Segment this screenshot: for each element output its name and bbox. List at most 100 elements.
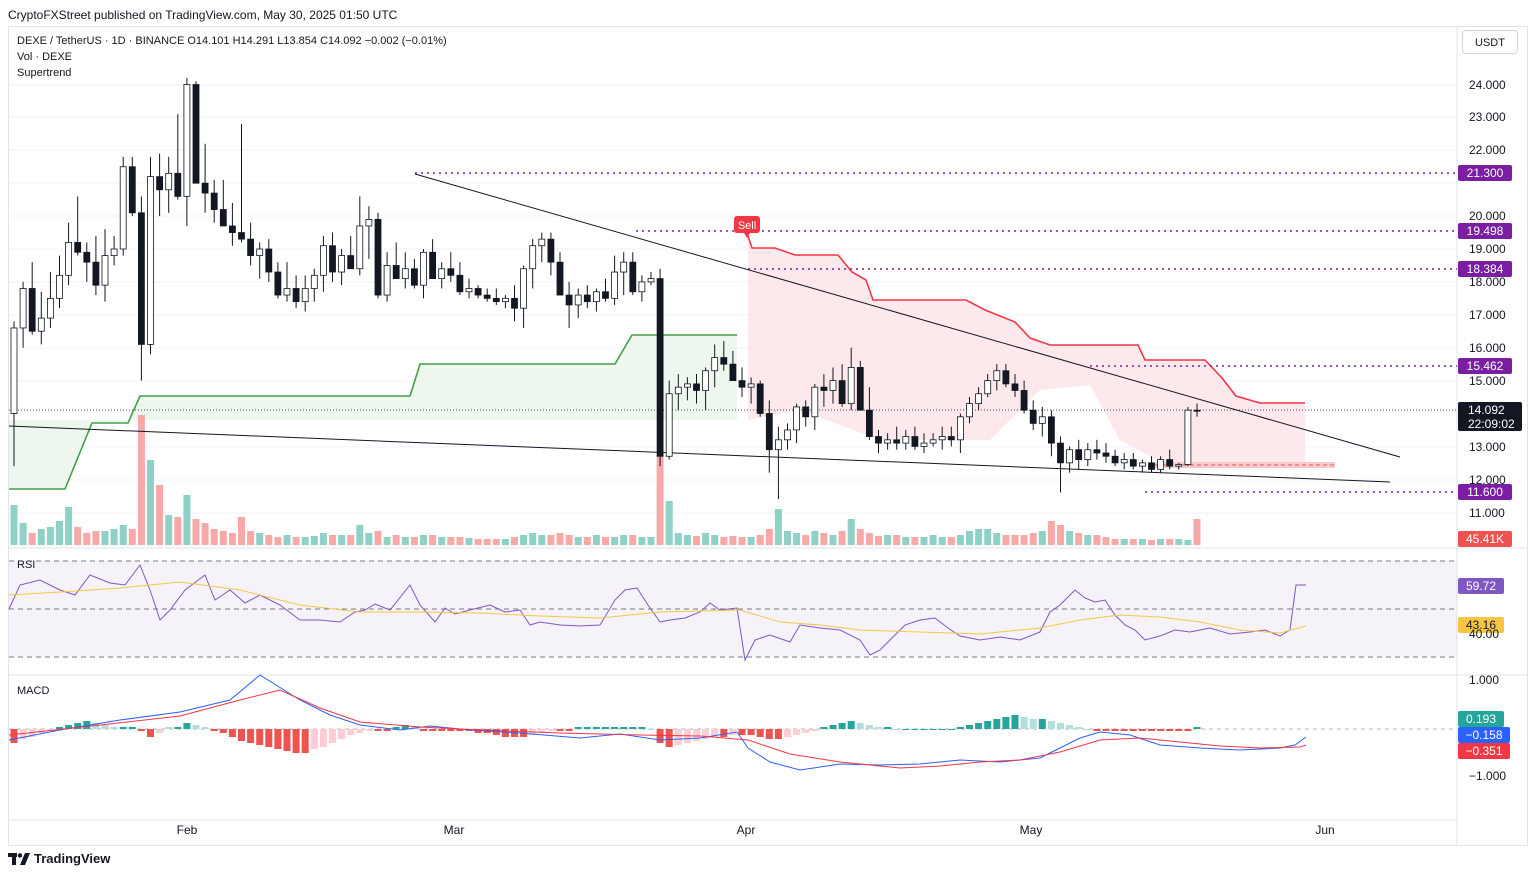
tradingview-logo-icon [8, 852, 30, 865]
candle-body [156, 176, 164, 191]
volume-bar [420, 535, 427, 545]
volume-bar [1029, 533, 1037, 545]
macd-histogram-bar [356, 729, 364, 733]
volume-bar [501, 539, 509, 545]
volume-bar [583, 537, 591, 545]
volume-bar [374, 531, 382, 545]
volume-bar [137, 415, 145, 545]
macd-histogram-bar [820, 727, 828, 729]
candle-body [620, 261, 628, 273]
volume-bar [829, 535, 837, 545]
volume-bar [219, 531, 227, 545]
chart-frame [8, 26, 1528, 846]
volume-bar [156, 485, 164, 545]
macd-histogram-bar [1057, 723, 1064, 729]
volume-bar [310, 536, 318, 545]
macd-histogram-bar [1093, 729, 1101, 731]
level-label-bg [1458, 165, 1512, 181]
macd-histogram-bar [756, 729, 764, 737]
candle-body [711, 357, 719, 372]
candle-body [165, 172, 173, 191]
volume-bar [1120, 539, 1128, 545]
candle-body [128, 166, 136, 214]
candle-body [219, 209, 227, 227]
macd-histogram-bar [301, 729, 309, 753]
candle-body [1184, 409, 1192, 465]
volume-bar [265, 535, 273, 545]
volume-bar [893, 535, 901, 545]
macd-histogram-bar [420, 729, 427, 731]
candle-body [593, 291, 600, 303]
rsi-ma-value: 43.16 [1466, 618, 1496, 632]
supertrend-legend[interactable]: Supertrend [17, 67, 72, 79]
volume-bar [456, 537, 464, 545]
macd-histogram-bar [629, 727, 637, 729]
candle-body [920, 442, 928, 447]
sell-signal-bg [734, 216, 760, 233]
candle-body [383, 265, 391, 296]
volume-bar [465, 538, 473, 545]
macd-histogram-bar [156, 729, 164, 733]
candle-body [420, 251, 427, 286]
candle-body [583, 294, 591, 303]
candle-body [784, 429, 791, 441]
volume-bar [875, 536, 882, 545]
volume-bar [611, 537, 619, 545]
macd-histogram-bar [392, 727, 400, 729]
volume-bar [784, 531, 791, 545]
macd-histogram-bar [1138, 729, 1146, 731]
macd-histogram-bar [920, 729, 928, 730]
candle-body [802, 406, 810, 418]
macd-hist-value: 0.193 [1466, 712, 1496, 726]
candle-body [629, 261, 637, 293]
candle-body [511, 297, 518, 309]
macd-histogram-bar [674, 729, 682, 745]
volume-bar [711, 535, 719, 545]
level-label: 15.462 [1467, 359, 1504, 373]
candle-body [319, 245, 327, 276]
volume-bar [765, 529, 773, 545]
macd-histogram-bar [638, 727, 646, 729]
candle-body [975, 393, 982, 405]
candle-body [1048, 416, 1055, 444]
macd-histogram-bar [438, 729, 446, 731]
candle-body [483, 294, 491, 299]
macd-histogram-bar [274, 729, 282, 749]
macd-histogram-bar [929, 729, 937, 730]
candle-body [1148, 462, 1155, 470]
volume-bar [966, 531, 973, 545]
volume-bar [1184, 540, 1192, 545]
volume-bar [938, 537, 946, 545]
candle-body [338, 255, 346, 273]
candle-body [410, 268, 418, 286]
macd-histogram-bar [19, 729, 27, 739]
macd-histogram-bar [1029, 719, 1037, 729]
macd-histogram-bar [365, 729, 373, 731]
macd-histogram-bar [1020, 717, 1028, 729]
candle-body [65, 242, 72, 276]
volume-label-bg [1458, 531, 1512, 547]
volume-bar [10, 505, 18, 545]
time-tick-label: Jun [1315, 823, 1334, 837]
macd-histogram-bar [174, 727, 182, 729]
candle-body [775, 439, 782, 451]
macd-signal-value-bg [1458, 743, 1510, 759]
macd-histogram-bar [101, 725, 109, 729]
volume-legend[interactable]: Vol · DEXE [17, 51, 73, 63]
symbol-legend[interactable]: DEXE / TetherUS · 1D · BINANCE O14.101 H… [17, 35, 447, 47]
volume-bar [656, 455, 664, 545]
time-tick-label: Apr [737, 823, 756, 837]
volume-bar [1193, 519, 1201, 545]
volume-bar [884, 535, 892, 545]
volume-bar [674, 533, 682, 545]
candle-body [56, 274, 63, 299]
volume-bar [1166, 539, 1174, 545]
price-tick-label: 16.000 [1469, 341, 1506, 355]
macd-histogram-bar [902, 729, 910, 730]
currency-button[interactable]: USDT [1462, 30, 1518, 54]
macd-line [8, 674, 1307, 771]
volume-bar [620, 535, 628, 545]
volume-bar [538, 535, 546, 545]
tradingview-logo[interactable]: TradingView [8, 851, 110, 866]
